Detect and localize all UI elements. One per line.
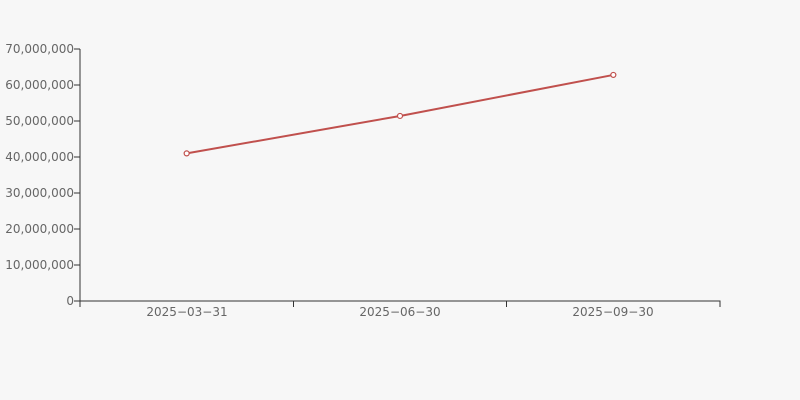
y-axis-tick-label: 40,000,000 [5, 150, 74, 164]
data-point-marker [610, 71, 617, 79]
y-axis-tick-label: 50,000,000 [5, 114, 74, 128]
y-axis-tick-label: 70,000,000 [5, 42, 74, 56]
y-axis-tick-label: 30,000,000 [5, 186, 74, 200]
x-axis-tick-label: 2025−06−30 [359, 305, 441, 319]
y-axis-tick-label: 60,000,000 [5, 78, 74, 92]
data-point-marker [396, 112, 404, 120]
y-axis-tick-label: 0 [66, 294, 74, 308]
data-point-marker [183, 150, 190, 157]
x-axis-tick-label: 2025−09−30 [572, 305, 654, 319]
y-axis-tick-label: 20,000,000 [5, 222, 74, 236]
x-axis-tick-label: 2025−03−31 [146, 305, 228, 319]
y-axis-tick-label: 10,000,000 [5, 258, 74, 272]
